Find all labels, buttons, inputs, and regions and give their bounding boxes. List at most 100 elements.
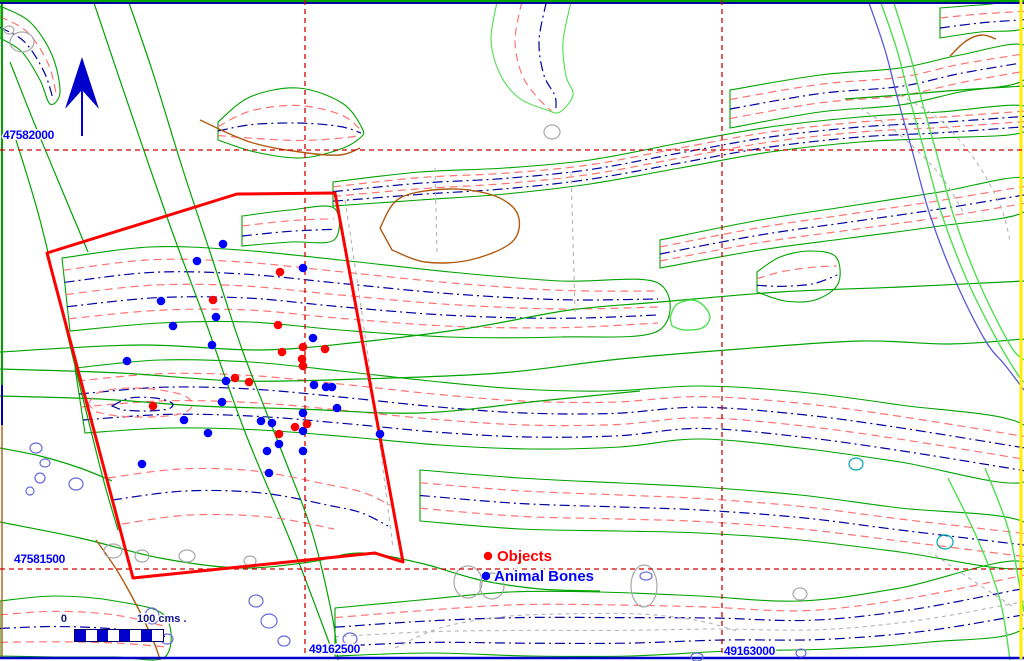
animal-bone-dot: [298, 263, 308, 273]
stone-outline: [277, 635, 291, 647]
band-hatch-line: [334, 587, 1024, 628]
grid-label-east1: 49162500: [309, 642, 361, 656]
animal-bone-dot: [218, 239, 228, 249]
scale-bar: [74, 629, 164, 642]
band-outline: [756, 250, 841, 303]
band-hatch-line: [78, 386, 1024, 449]
contour-line: [121, 513, 335, 530]
contour-line: [0, 338, 1024, 382]
animal-bone-dot: [298, 426, 308, 436]
stone-outline: [3, 25, 15, 35]
contour-line: [867, 0, 1024, 391]
stone-outline: [68, 477, 84, 491]
stone-outline: [248, 594, 264, 608]
scalebar-cell: [108, 630, 119, 641]
stone-outline: [134, 549, 150, 563]
contour-line: [0, 390, 641, 414]
stone-outline: [342, 632, 358, 646]
stone-outlines: [3, 25, 954, 661]
band-outline: [74, 359, 1024, 484]
band-hatch-line: [63, 258, 659, 292]
scalebar-cell: [141, 630, 152, 641]
object-dot: [277, 347, 287, 357]
animal-bone-dot: [298, 446, 308, 456]
band-hatch-line: [729, 53, 1024, 101]
animal-bone-dot: [256, 416, 266, 426]
object-dot: [273, 320, 283, 330]
contour-line: [199, 119, 361, 156]
band-hatch-line: [80, 399, 1024, 460]
animal-bone-dot: [122, 356, 132, 366]
band-hatch-line: [217, 122, 362, 134]
band-hatch-line: [332, 126, 1024, 202]
contour-line: [570, 171, 576, 313]
contour-line: [934, 554, 1013, 607]
band-hatch-line: [332, 121, 1024, 197]
stone-outline: [144, 607, 160, 625]
stone-outline: [34, 472, 46, 484]
find-dots: [122, 239, 385, 478]
scalebar-cell: [97, 630, 108, 641]
animal-bone-dot: [221, 376, 231, 386]
stone-outline: [103, 543, 123, 559]
band-hatch-line: [756, 265, 837, 280]
band-hatch-line: [514, 1, 552, 112]
contour-line: [0, 447, 113, 482]
band-outline: [659, 176, 1024, 269]
contour-line: [127, 0, 339, 661]
stone-outline: [795, 648, 807, 658]
contour-line: [344, 199, 394, 549]
band-hatch-line: [729, 61, 1024, 110]
stone-outline: [453, 565, 483, 599]
animal-bone-dot: [137, 459, 147, 469]
contour-line: [107, 467, 391, 506]
animal-bone-dot: [168, 321, 178, 331]
band-outline: [332, 104, 1024, 207]
legend-bones-label: Animal Bones: [494, 568, 594, 585]
scalebar-cell: [130, 630, 141, 641]
grid-label-south: 47581500: [14, 552, 66, 566]
contour-line: [949, 34, 997, 57]
object-dot: [275, 267, 285, 277]
band-hatch-line: [334, 601, 1024, 638]
object-dot: [298, 361, 308, 371]
contour-line: [892, 0, 1024, 361]
animal-bone-dot: [298, 408, 308, 418]
band-hatch-line: [332, 115, 1024, 193]
stone-outline: [936, 534, 954, 550]
animal-bone-dot: [267, 418, 277, 428]
stone-outline: [9, 31, 35, 53]
animal-bone-dot: [308, 333, 318, 343]
object-dot: [244, 377, 254, 387]
stone-outline: [39, 458, 51, 468]
band-hatch-line: [334, 574, 1024, 619]
grid-label-east2: 49163000: [724, 644, 776, 658]
band-hatch-line: [241, 218, 335, 227]
animal-bone-dot: [264, 468, 274, 478]
band-hatch-line: [332, 110, 1024, 188]
band-outline: [334, 560, 1024, 658]
scalebar-cell: [152, 630, 163, 641]
band-outline: [939, 1, 1024, 39]
stone-outline: [630, 564, 658, 608]
band-outline: [217, 87, 365, 159]
band-hatch-line: [64, 271, 659, 301]
contour-line: [15, 139, 119, 531]
object-dot: [297, 354, 307, 364]
object-dot: [290, 422, 300, 432]
scalebar-zero-label: 0: [61, 613, 67, 625]
band-outline: [729, 43, 1024, 129]
stone-outline: [260, 613, 278, 629]
band-outline: [490, 1, 574, 114]
stone-outline: [639, 571, 653, 581]
band-hatch-line: [217, 134, 361, 142]
excavation-area-outline: [45, 191, 405, 580]
object-dot: [148, 401, 158, 411]
stone-outline: [690, 652, 704, 661]
band-hatch-line: [939, 10, 1024, 19]
animal-bone-dot: [156, 296, 166, 306]
contour-line: [859, 107, 966, 216]
